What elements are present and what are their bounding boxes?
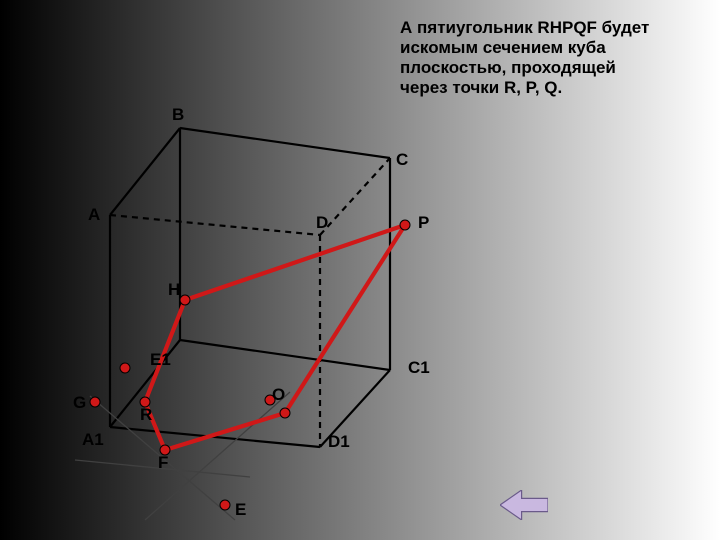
- vertex-label-D: D: [316, 213, 328, 233]
- vertex-label-O: O: [272, 385, 285, 405]
- prev-arrow-button[interactable]: [500, 490, 548, 520]
- vertex-label-C: C: [396, 150, 408, 170]
- vertex-label-A: A: [88, 205, 100, 225]
- vertex-label-A1: A1: [82, 430, 104, 450]
- diagram-stage: А пятиугольник RHPQF будет искомым сечен…: [0, 0, 720, 540]
- vertex-label-P: P: [418, 213, 429, 233]
- vertex-label-F: F: [158, 453, 168, 473]
- vertex-label-E: E: [235, 500, 246, 520]
- vertex-label-R: R: [140, 405, 152, 425]
- vertex-label-C1: C1: [408, 358, 430, 378]
- vertex-label-E1: E1: [150, 350, 171, 370]
- caption-text: А пятиугольник RHPQF будет искомым сечен…: [400, 18, 649, 98]
- vertex-label-B: B: [172, 105, 184, 125]
- arrow-left-icon: [500, 490, 548, 520]
- vertex-label-H: H: [168, 280, 180, 300]
- vertex-label-D1: D1: [328, 432, 350, 452]
- vertex-label-G: G: [73, 393, 86, 413]
